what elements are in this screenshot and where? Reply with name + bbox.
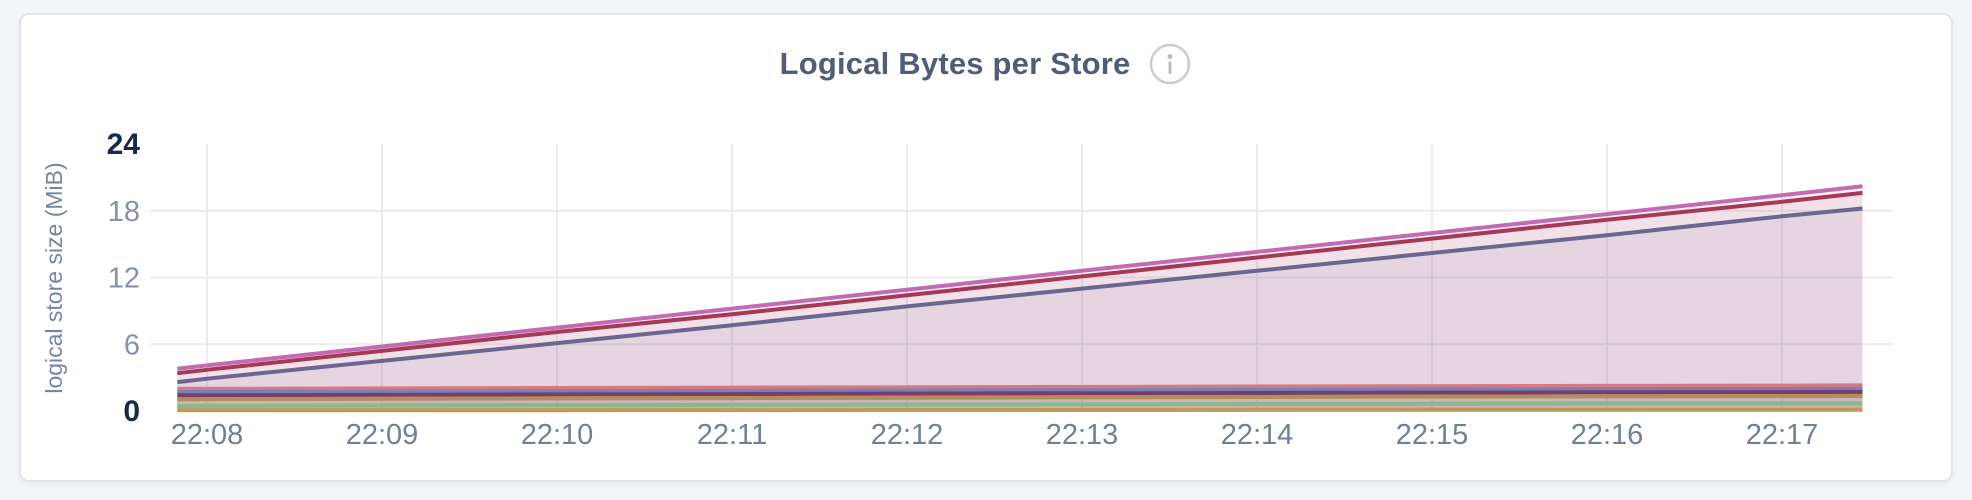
y-tick-label: 24 <box>107 128 141 161</box>
series-8-line <box>177 401 1863 408</box>
chart-title: Logical Bytes per Store <box>779 46 1131 81</box>
series-6-line <box>177 389 1863 398</box>
info-icon[interactable] <box>1148 42 1192 86</box>
series-1-area <box>177 186 1863 411</box>
x-tick-label: 22:11 <box>697 419 767 451</box>
series-1-line <box>177 184 1863 371</box>
series-3-line <box>177 206 1863 385</box>
series-2-line <box>177 190 1863 376</box>
x-tick-label: 22:12 <box>871 419 944 451</box>
y-tick-label: 6 <box>124 329 140 361</box>
y-tick-label: 12 <box>108 263 140 295</box>
series-5-line <box>177 386 1863 395</box>
chart-series <box>177 184 1863 413</box>
y-tick-label: 18 <box>108 196 140 228</box>
x-tick-label: 22:17 <box>1746 419 1819 451</box>
x-tick-label: 22:13 <box>1046 419 1119 451</box>
y-axis-title: logical store size (MiB) <box>41 162 67 393</box>
chart-header: Logical Bytes per Store <box>21 41 1951 87</box>
series-9-line <box>177 407 1863 413</box>
y-axis-labels: 0 6 12 18 24 <box>107 128 141 428</box>
x-axis-labels: 22:08 22:09 22:10 22:11 22:12 22:13 22:14 22:15… <box>171 419 1819 451</box>
x-tick-label: 22:15 <box>1396 419 1469 451</box>
series-7-line <box>177 394 1863 402</box>
series-4-line <box>177 383 1863 391</box>
series-3-area <box>177 208 1863 411</box>
x-tick-label: 22:09 <box>346 419 419 451</box>
series-2-area <box>177 192 1863 411</box>
x-tick-label: 22:08 <box>171 419 244 451</box>
x-tick-label: 22:14 <box>1221 419 1294 451</box>
x-tick-label: 22:16 <box>1571 419 1644 451</box>
y-tick-label: 0 <box>123 395 140 428</box>
x-tick-label: 22:10 <box>521 419 594 451</box>
